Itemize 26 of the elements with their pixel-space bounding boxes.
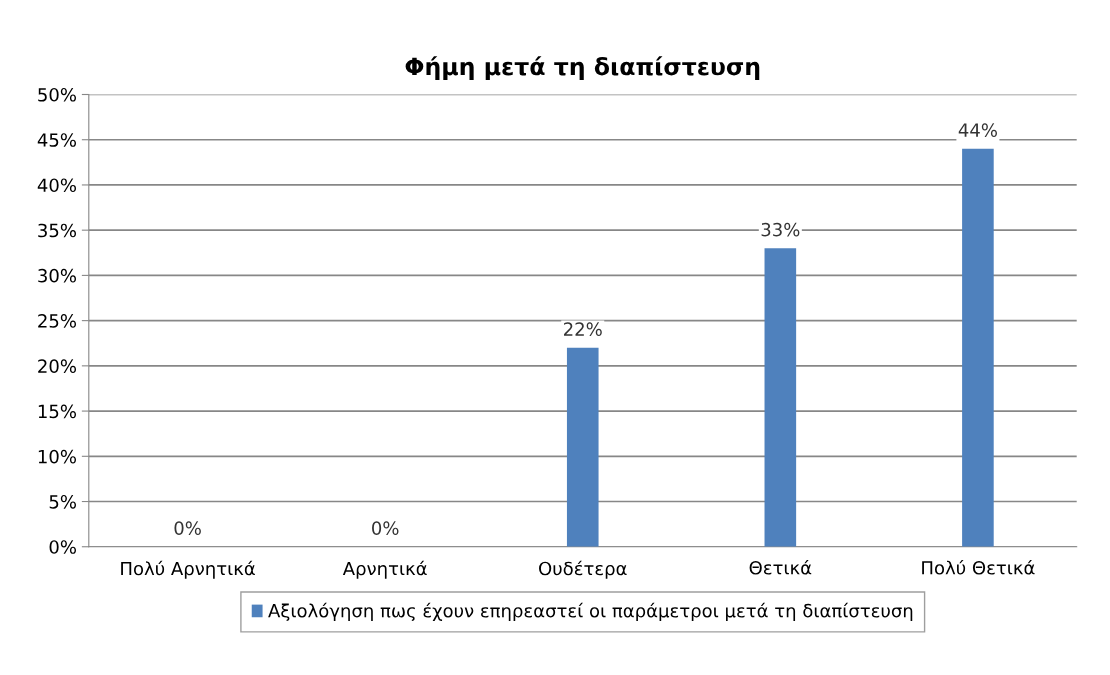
data-label: 0% [174, 521, 201, 535]
y-tick-label: 15% [38, 404, 76, 419]
legend-label: Αξιολόγηση πως έχουν επηρεαστεί οι παράμετροι μετά τη διαπίστευση [268, 602, 913, 622]
data-label: 22% [564, 322, 602, 336]
bar [764, 248, 797, 547]
chart-title: Φήμη μετά τη διαπίστευση [405, 56, 760, 80]
y-tick-label: 20% [38, 359, 76, 373]
y-tick-label: 25% [38, 314, 76, 328]
y-tick-label: 40% [37, 178, 76, 193]
bar [962, 148, 994, 547]
bar [566, 347, 599, 547]
y-tick-label: 0% [49, 540, 76, 554]
y-tick-label: 45% [37, 133, 76, 147]
x-tick-label: Ουδέτερα [539, 560, 627, 579]
data-label: 0% [372, 521, 399, 535]
x-tick-label: Θετικά [749, 559, 812, 575]
x-tick-label: Πολύ Θετικά [922, 559, 1035, 575]
y-tick-label: 30% [38, 268, 76, 283]
y-tick-label: 35% [38, 223, 76, 238]
data-label: 44% [958, 123, 997, 137]
x-tick-label: Αρνητικά [342, 560, 427, 579]
y-tick-label: 50% [38, 87, 76, 102]
data-label: 33% [761, 222, 800, 237]
y-tick-label: 5% [49, 494, 76, 509]
x-tick-label: Πολύ Αρνητικά [121, 560, 255, 579]
y-tick-label: 10% [38, 449, 76, 464]
